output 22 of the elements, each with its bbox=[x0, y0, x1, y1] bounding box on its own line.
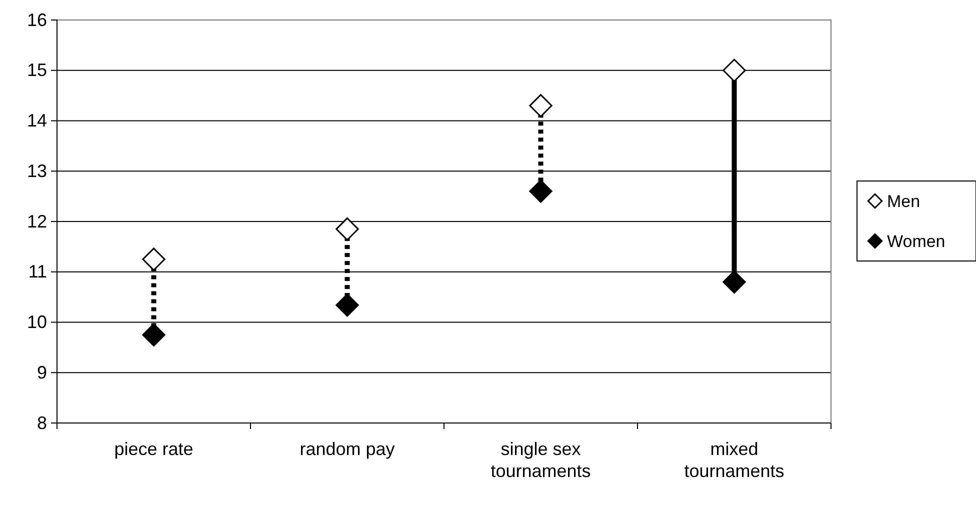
y-tick-label: 16 bbox=[26, 10, 47, 30]
legend-label: Women bbox=[887, 232, 946, 251]
x-tick-label: mixed tournaments bbox=[684, 439, 784, 481]
y-tick-label: 11 bbox=[28, 262, 47, 282]
point bbox=[142, 323, 166, 346]
y-tick-label: 14 bbox=[26, 110, 47, 131]
point bbox=[336, 294, 359, 317]
y-tick-label: 10 bbox=[26, 312, 47, 332]
legend-label: Men bbox=[887, 192, 920, 211]
x-tick-label: piece rate bbox=[114, 439, 194, 459]
y-tick-label: 13 bbox=[26, 160, 47, 181]
point bbox=[529, 94, 552, 118]
point bbox=[529, 180, 552, 203]
x-tick-label: random pay bbox=[300, 439, 395, 459]
point bbox=[722, 58, 746, 82]
point bbox=[336, 217, 359, 241]
y-tick-label: 8 bbox=[36, 412, 47, 433]
y-tick-label: 9 bbox=[36, 362, 47, 382]
y-tick-label: 15 bbox=[26, 60, 47, 80]
y-tick-label: 12 bbox=[26, 211, 47, 232]
point bbox=[142, 248, 166, 271]
x-tick-label: single sex tournaments bbox=[490, 439, 591, 481]
